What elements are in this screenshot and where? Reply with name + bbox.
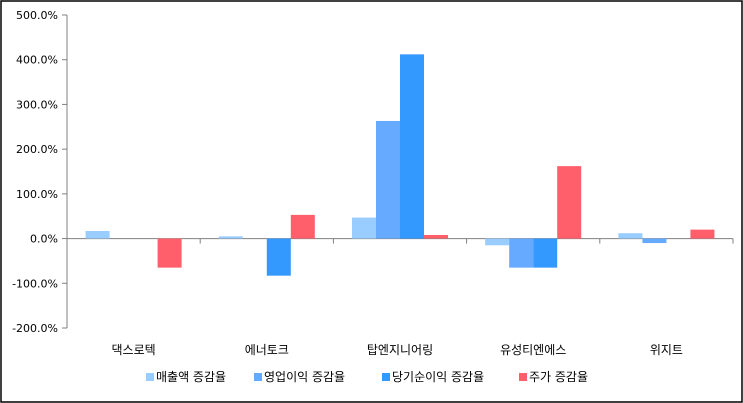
legend-label: 매출액 증감율 [156, 370, 226, 384]
y-tick-label: -200.0% [12, 322, 58, 335]
legend-swatch [146, 373, 154, 381]
bar [557, 166, 582, 239]
bar [376, 120, 400, 239]
legend-swatch [254, 373, 262, 381]
bar [618, 233, 643, 239]
y-tick-label: 300.0% [16, 98, 58, 111]
bar [218, 236, 243, 239]
category-label: 탑엔지니어링 [367, 343, 433, 357]
legend-label: 영업이익 증감율 [264, 370, 345, 384]
legend-label: 주가 증감율 [529, 370, 588, 384]
category-label: 위지트 [650, 343, 683, 357]
category-label: 에너토크 [245, 343, 289, 357]
legend-swatch [382, 373, 390, 381]
legend: 매출액 증감율 영업이익 증감율 당기순이익 증감율 주가 증감율 [146, 370, 588, 384]
legend-label: 당기순이익 증감율 [392, 370, 484, 384]
y-tick-label: 0.0% [30, 233, 58, 246]
bar [400, 54, 424, 239]
bar [690, 229, 715, 239]
y-tick-label: 100.0% [16, 188, 58, 201]
legend-swatch [519, 373, 527, 381]
bar [509, 238, 534, 268]
category-label: 댁스로텍 [112, 343, 156, 357]
plot-area: 500.0% 400.0% 300.0% 200.0% 100.0% 0.0% -100.0… [12, 9, 734, 357]
category-label: 유성티엔에스 [500, 343, 566, 357]
y-tick-label: 500.0% [16, 9, 58, 22]
bar [352, 217, 376, 239]
y-tick-label: 400.0% [16, 54, 58, 67]
bar [290, 214, 315, 239]
y-tick-label: 200.0% [16, 143, 58, 156]
bar [266, 238, 291, 276]
bar [85, 230, 110, 239]
bar [424, 234, 448, 239]
bar [533, 238, 558, 268]
bar [485, 238, 510, 246]
bar [642, 238, 667, 244]
bar [157, 238, 182, 268]
y-tick-label: -100.0% [12, 277, 58, 290]
